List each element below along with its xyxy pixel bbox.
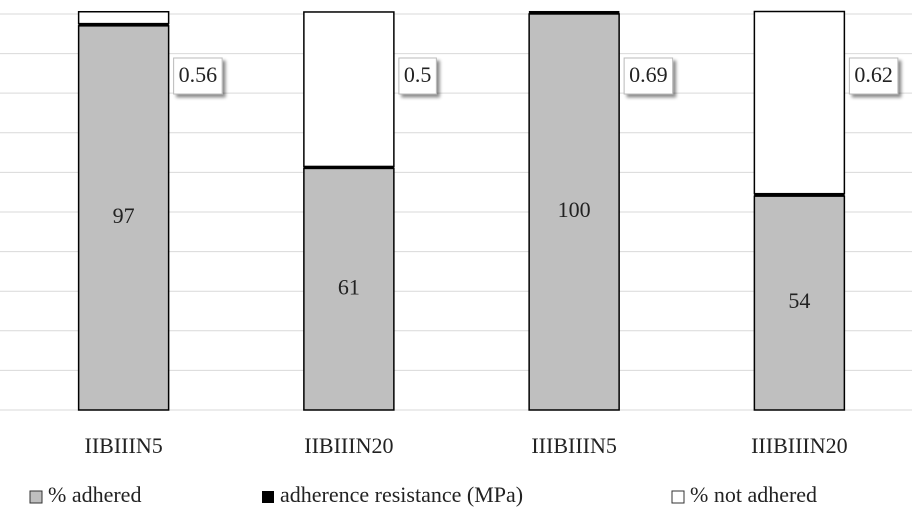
callout-box [398, 57, 437, 95]
x-tick-label: IIIBIIIN20 [751, 433, 848, 458]
value-label: 0.56 [179, 62, 218, 87]
value-label: 61 [338, 274, 360, 299]
x-tick-label: IIIBIIIN5 [531, 433, 617, 458]
x-tick-label: IIBIIIN5 [85, 433, 163, 458]
legend-swatch [29, 490, 43, 504]
callout: 0.62 [848, 57, 899, 95]
callout: 0.5 [398, 57, 437, 95]
legend-swatch [671, 490, 685, 504]
legend-label: % adhered [48, 482, 141, 507]
callout: 0.56 [173, 57, 223, 95]
bar-segment [303, 11, 395, 168]
value-label: 97 [113, 203, 135, 228]
bar-segment [753, 10, 846, 195]
callout-box [173, 57, 223, 95]
value-label: 54 [788, 288, 810, 313]
legend-swatch [262, 491, 274, 503]
value-label: 100 [558, 197, 591, 222]
bar-segment [77, 25, 170, 411]
bar-segment [528, 13, 620, 411]
bar-segment [77, 10, 170, 25]
bar-segment [303, 167, 395, 411]
callout: 0.69 [623, 57, 674, 95]
legend-label: adherence resistance (MPa) [280, 482, 523, 507]
x-tick-label: IIBIIIN20 [304, 433, 393, 458]
legend-label: % not adhered [690, 482, 817, 507]
callout-box [623, 57, 674, 95]
callout-box [848, 57, 899, 95]
value-label: 0.62 [854, 62, 893, 87]
bar-segment [528, 10, 620, 15]
value-label: 0.69 [629, 62, 668, 87]
bar-segment [753, 195, 846, 411]
value-label: 0.5 [404, 62, 432, 87]
